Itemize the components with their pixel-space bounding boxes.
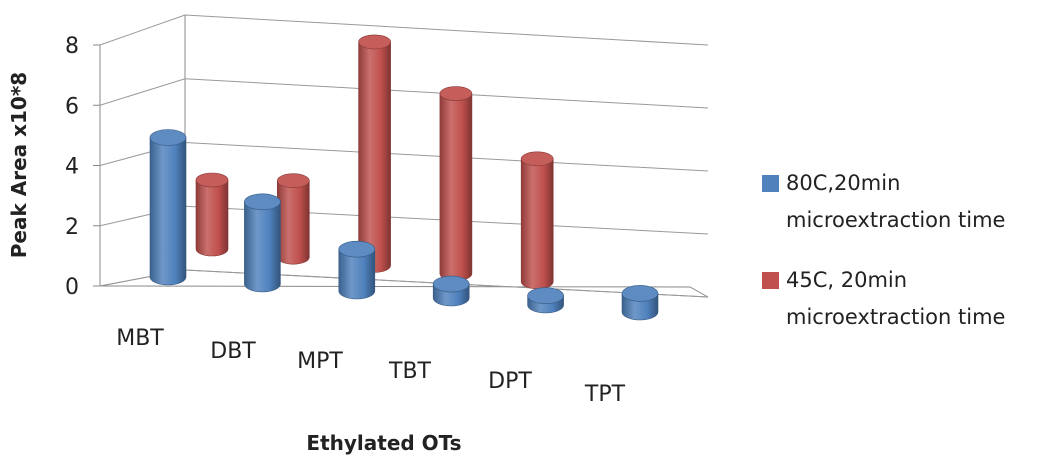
category-label-mpt: MPT [297,349,343,374]
bar-top [439,86,473,101]
y-tick-label: 4 [65,155,79,180]
bar-top [149,129,187,146]
legend-label-series-2-line-2: microextraction time [786,305,1006,329]
gridline [99,141,709,172]
category-label-dbt: DBT [210,339,256,364]
bar-top [527,287,564,305]
legend-label-series-2-line-1: 45C, 20min [786,268,908,292]
bar-s2-tbt [439,86,473,281]
category-label-mbt: MBT [116,326,164,351]
bar-top [621,285,659,302]
bar-s1-mpt [338,240,376,300]
bar-s1-tbt [432,275,470,307]
category-label-tbt: TBT [388,359,432,384]
category-labels: MBT DBT MPT TBT DPT TPT [116,326,625,407]
bar-s1-dpt [527,287,564,314]
bar-s2-dpt [520,151,554,290]
bar-body [439,93,473,281]
bar-body [358,41,391,273]
bar-body [277,180,310,265]
bar-body [520,158,554,290]
y-tick-labels: 0 2 4 6 8 [65,34,79,300]
legend-swatch-series-1 [762,175,779,192]
legend-item-series-1: 80C,20min microextraction time [762,165,1052,239]
legend-label-series-1-line-1: 80C,20min [786,171,901,195]
legend-label-series-1-line-2: microextraction time [786,208,1006,232]
bar-body [338,248,376,300]
category-label-dpt: DPT [488,369,532,394]
y-tick-label: 6 [65,94,79,119]
legend-swatch-series-2 [762,272,779,289]
gridline [99,78,709,109]
bar-s1-tpt [621,285,659,321]
bar-body [195,179,229,257]
y-tick-label: 0 [65,275,79,300]
bar-s2-mbt [195,172,229,257]
bar-top [432,275,470,293]
floor [99,269,709,298]
x-axis-title: Ethylated OTs [306,431,461,455]
gridline [99,205,709,235]
bar-s1-mbt [149,129,187,286]
y-tick-label: 2 [65,215,79,240]
bar-top [520,151,554,167]
bar-top [276,173,310,188]
category-label-tpt: TPT [584,382,626,407]
bar-body [244,201,281,293]
gridline [99,269,709,298]
bars [149,34,659,321]
gridline [99,14,709,46]
bar-top [195,172,229,188]
bar-top [338,240,376,258]
bar-top [244,193,281,211]
bar-s2-mpt [358,34,391,273]
y-axis-title: Peak Area x10*8 [7,72,31,258]
bar-s1-dbt [244,193,281,293]
y-tick-label: 8 [65,34,79,59]
legend: 80C,20min microextraction time 45C, 20mi… [762,165,1052,359]
bar-top [358,34,391,50]
legend-item-series-2: 45C, 20min microextraction time [762,262,1052,336]
bar-s2-dbt [276,173,310,265]
bar-body [149,137,187,286]
